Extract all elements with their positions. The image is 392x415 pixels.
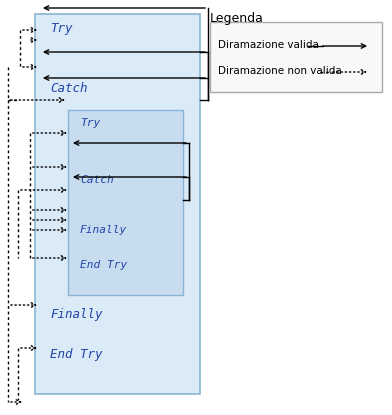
Bar — [68, 110, 183, 295]
Text: Diramazione non valida: Diramazione non valida — [218, 66, 342, 76]
Bar — [210, 22, 382, 92]
Bar — [35, 14, 200, 394]
Text: Diramazione valida: Diramazione valida — [218, 40, 319, 50]
Text: Catch: Catch — [50, 82, 87, 95]
Text: Finally: Finally — [50, 308, 102, 321]
Text: Try: Try — [50, 22, 73, 35]
Text: Legenda: Legenda — [210, 12, 264, 25]
Text: Try: Try — [80, 118, 100, 128]
Text: End Try: End Try — [50, 348, 102, 361]
Text: Catch: Catch — [80, 175, 114, 185]
Text: Finally: Finally — [80, 225, 127, 235]
Text: End Try: End Try — [80, 260, 127, 270]
